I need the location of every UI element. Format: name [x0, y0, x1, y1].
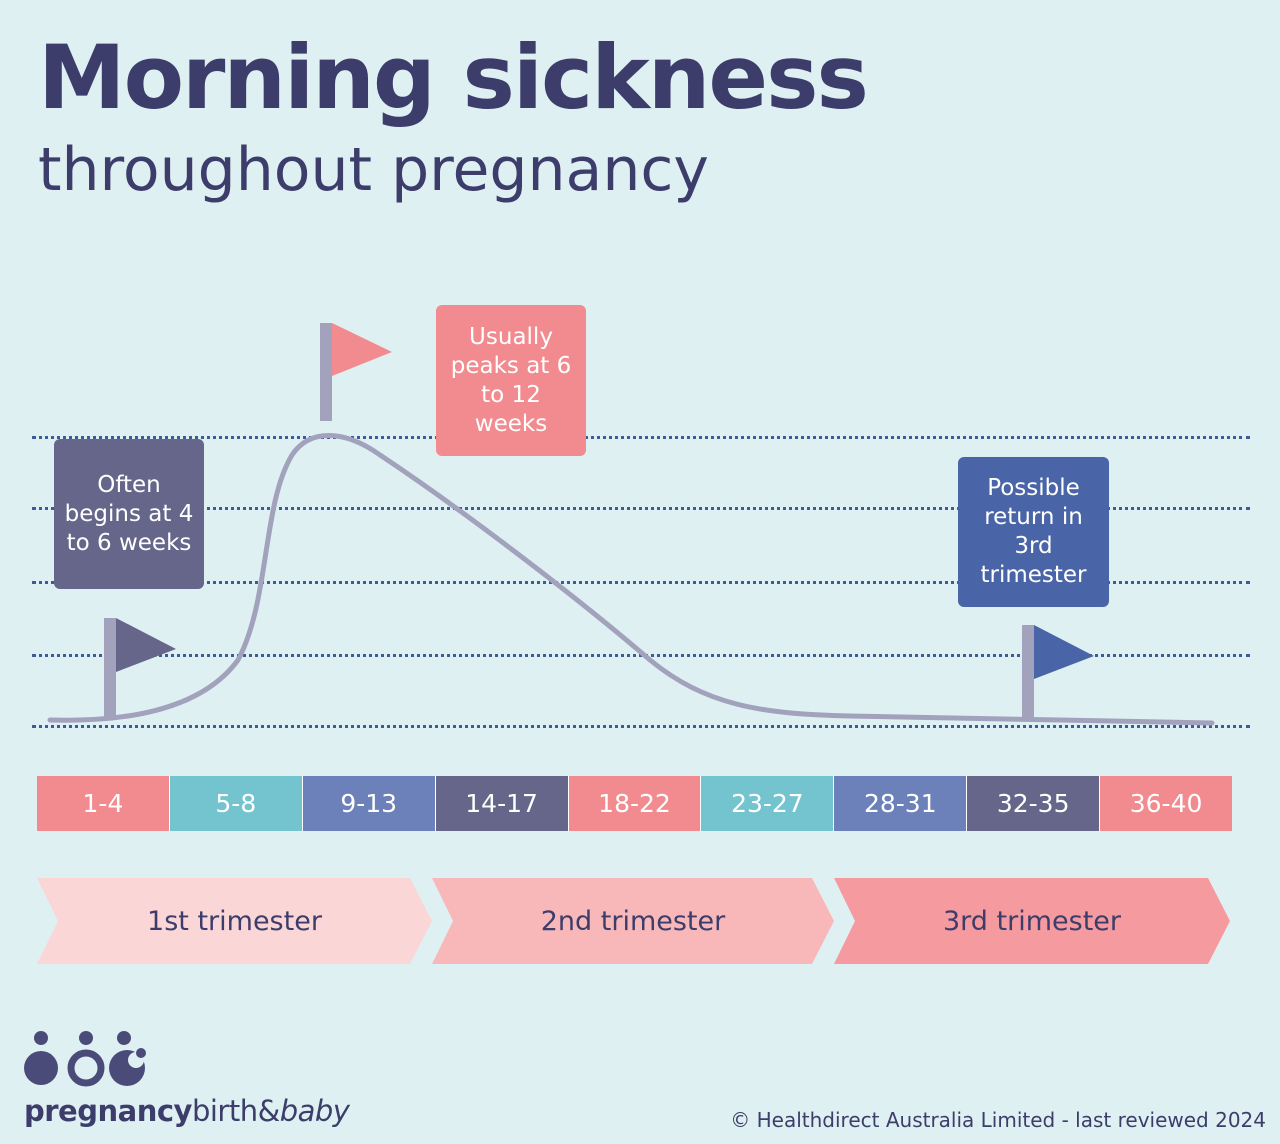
week-band: 36-40 [1100, 776, 1233, 831]
week-bands: 1-4 5-8 9-13 14-17 18-22 23-27 28-31 32-… [37, 776, 1233, 831]
flag-return-icon [1022, 625, 1094, 721]
copyright-text: © Healthdirect Australia Limited - last … [730, 1108, 1266, 1132]
callout-peaks: Usually peaks at 6 to 12 weeks [436, 305, 586, 456]
week-band: 1-4 [37, 776, 170, 831]
trimester-label: 1st trimester [147, 905, 322, 937]
logo-icon [24, 1031, 146, 1087]
gridline [32, 436, 1250, 439]
week-band: 5-8 [169, 776, 303, 831]
logo-wordmark: pregnancybirth&baby [24, 1094, 350, 1128]
gridline [32, 507, 1250, 510]
page-subtitle: throughout pregnancy [38, 135, 709, 205]
gridline [32, 725, 1250, 728]
trimester-label: 2nd trimester [540, 905, 726, 937]
week-band: 23-27 [701, 776, 835, 831]
week-band: 14-17 [435, 776, 569, 831]
callout-begins: Often begins at 4 to 6 weeks [54, 439, 204, 589]
callout-returns: Possible return in 3rd trimester [958, 457, 1109, 607]
gridline [32, 581, 1250, 584]
flag-peak-icon [320, 323, 392, 421]
trimester-arrow [834, 878, 1230, 964]
week-band: 18-22 [568, 776, 702, 831]
week-band: 28-31 [834, 776, 968, 831]
page-title: Morning sickness [38, 26, 869, 129]
trimester-arrow [432, 878, 834, 964]
week-band: 9-13 [302, 776, 436, 831]
week-band: 32-35 [967, 776, 1101, 831]
trimester-label: 3rd trimester [943, 905, 1121, 937]
sickness-curve [47, 433, 1215, 726]
trimester-arrow [37, 878, 432, 964]
flag-begins-icon [104, 618, 176, 718]
